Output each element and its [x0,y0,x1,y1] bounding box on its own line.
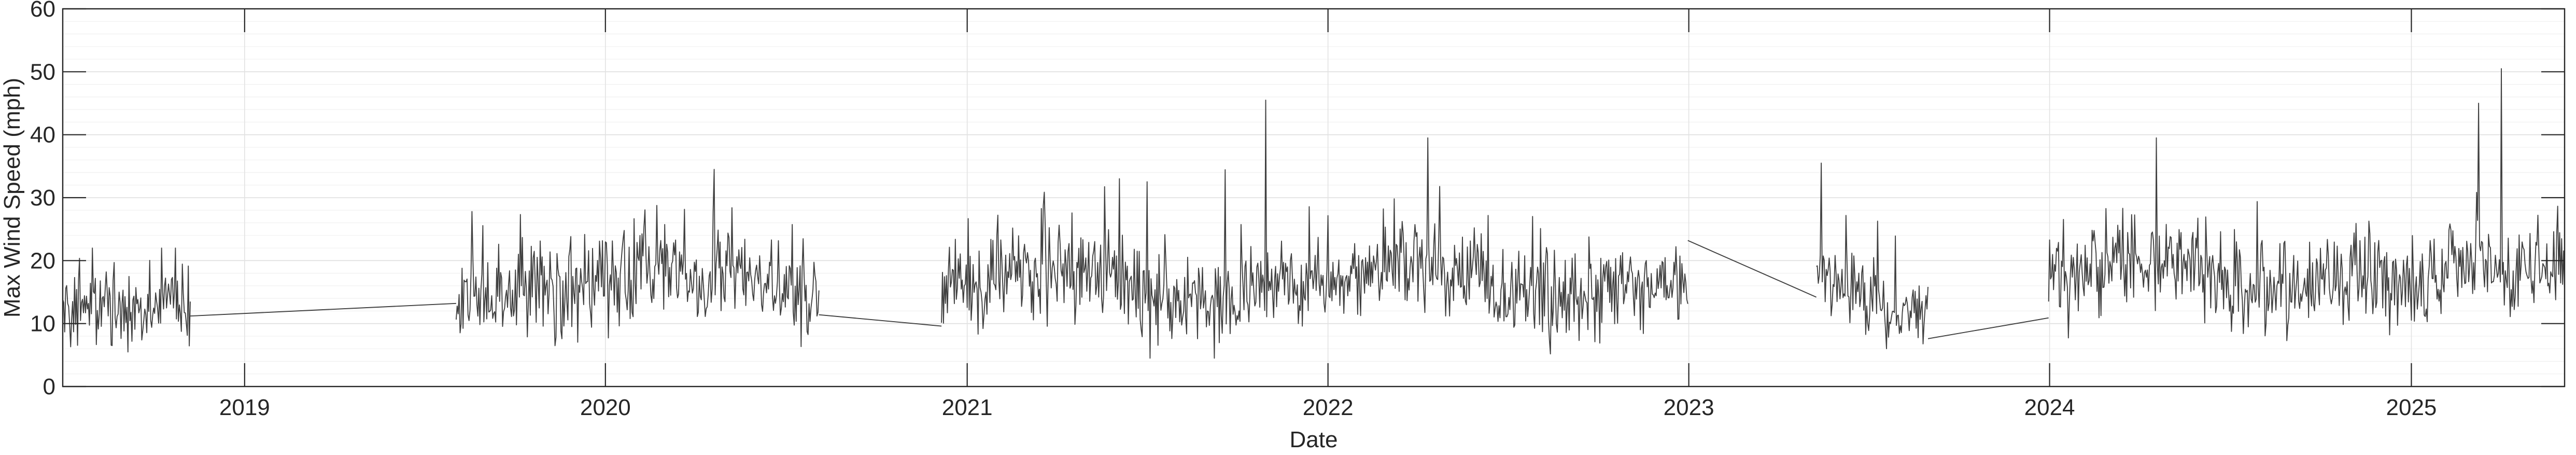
y-tick-labels: 0 10 20 30 40 50 60 [30,0,55,399]
series-line-segment [62,247,191,353]
series-layer [62,68,2565,359]
series-gap-connector [1927,317,2049,339]
y-tick-label: 50 [30,59,55,85]
series-line-segment [1816,162,1929,350]
y-tick-label: 0 [43,374,55,399]
x-axis-label: Date [1290,427,1338,452]
x-tick-labels: 2019 2020 2021 2022 2023 2024 2025 [219,395,2437,420]
y-tick-label: 30 [30,185,55,211]
x-tick-label: 2020 [580,395,631,420]
tick-marks [63,8,2565,388]
series-line-segment [2048,68,2565,341]
x-tick-label: 2025 [2386,395,2437,420]
y-tick-label: 20 [30,248,55,273]
x-tick-label: 2019 [219,395,270,420]
x-tick-label: 2023 [1664,395,1714,420]
x-tick-label: 2024 [2024,395,2075,420]
series-gap-connector [819,314,942,327]
x-tick-label: 2021 [942,395,993,420]
series-gap-connector [1687,240,1817,298]
y-axis-label: Max Wind Speed (mph) [0,78,25,318]
x-tick-label: 2022 [1303,395,1354,420]
y-tick-label: 40 [30,122,55,148]
y-tick-label: 10 [30,311,55,337]
series-line-segment [455,169,820,347]
series-gap-connector [190,302,456,317]
series-line-segment [941,99,1688,359]
y-tick-label: 60 [30,0,55,22]
